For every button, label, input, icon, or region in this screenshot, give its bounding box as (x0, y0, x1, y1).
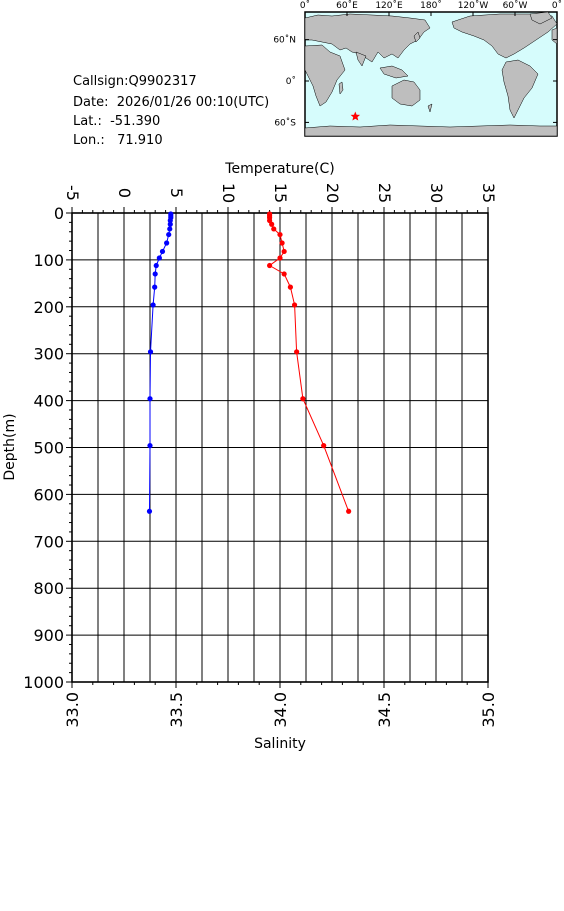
depth-tick-label: 200 (33, 298, 64, 317)
salinity-data-point (267, 262, 273, 269)
temperature-data-point (153, 262, 159, 269)
map-land (304, 11, 558, 137)
salinity-tick-label: 34.5 (375, 692, 394, 728)
callsign-label: Callsign:Q9902317 (73, 74, 197, 89)
antarctica-landmass (304, 124, 558, 137)
salinity-data-point (287, 284, 293, 290)
salinity-data-point (321, 443, 327, 449)
africa-landmass (304, 44, 346, 107)
temperature-data-point (150, 302, 156, 308)
map-lat-labels: 60˚N 0˚ 60˚S (273, 35, 296, 129)
indonesia-landmass (379, 65, 409, 79)
map-lat-label: 0˚ (286, 76, 296, 87)
temperature-data-point (167, 217, 173, 224)
madagascar-landmass (338, 81, 344, 95)
temperature-tick-label: 30 (427, 183, 446, 203)
eurasia-landmass (304, 13, 431, 63)
salinity-data-point (279, 240, 285, 246)
salinity-data-point (269, 221, 275, 227)
depth-tick-label: 1000 (23, 673, 64, 692)
map-lon-label: 120˚W (458, 0, 489, 11)
salinity-tick-labels: 33.0 33.5 34.0 34.5 35.0 (63, 692, 498, 728)
map-lon-label: 0˚ (300, 0, 310, 11)
map-lon-label: 60˚W (503, 0, 528, 11)
salinity-tick-label: 34.0 (271, 692, 290, 728)
float-position-marker (350, 111, 361, 121)
temperature-tick-label: 35 (479, 183, 498, 203)
temperature-data-point (156, 255, 162, 261)
salinity-data-point (281, 248, 287, 255)
location-map: 0˚ 60˚E 120˚E 180˚ 120˚W 60˚W 0˚ 60˚N 0˚ 60˚S (273, 0, 562, 137)
depth-tick-label: 500 (33, 439, 64, 458)
chart-grid (71, 212, 489, 683)
japan-landmass (413, 31, 421, 43)
temperature-tick-label: 25 (375, 183, 394, 203)
map-lon-label: 60˚E (336, 0, 358, 11)
greenland-landmass (529, 11, 553, 25)
temperature-data-point (147, 443, 153, 449)
latitude-label: Lat.: -51.390 (73, 114, 161, 129)
map-lat-label: 60˚N (273, 35, 296, 46)
depth-tick-label: 300 (33, 345, 64, 364)
depth-tick-labels: 0 100 200 300 400 500 600 700 800 900 1000 (23, 204, 64, 692)
salinity-tick-label: 33.5 (167, 692, 186, 728)
salinity-data-point (291, 302, 298, 308)
map-lat-label: 60˚S (274, 117, 296, 128)
temperature-data-point (147, 396, 153, 402)
map-lon-label: 120˚E (375, 0, 403, 11)
temperature-tick-label: 0 (115, 188, 134, 198)
australia-landmass (391, 79, 421, 107)
temperature-tick-label: 15 (271, 183, 290, 203)
date-label: Date: 2026/01/26 00:10(UTC) (73, 95, 270, 110)
data-series (146, 211, 352, 514)
depth-tick-label: 700 (33, 532, 64, 551)
temperature-data-point (159, 248, 166, 255)
temperature-tick-labels: -5 0 5 10 15 20 25 30 35 (63, 183, 498, 203)
map-lon-label: 180˚ (420, 0, 442, 11)
map-lon-label: 0˚ (552, 0, 562, 11)
temperature-data-point (147, 349, 154, 355)
temperature-tick-label: 20 (323, 183, 342, 203)
map-lon-labels: 0˚ 60˚E 120˚E 180˚ 120˚W 60˚W 0˚ (300, 0, 562, 11)
temperature-data-point (166, 231, 172, 238)
depth-tick-label: 600 (33, 485, 64, 504)
salinity-data-point (300, 396, 306, 402)
salinity-data-point (281, 271, 287, 277)
depth-tick-label: 400 (33, 392, 64, 411)
salinity-data-point (271, 226, 277, 232)
salinity-data-point (277, 231, 283, 238)
depth-tick-label: 0 (54, 204, 64, 223)
temperature-data-point (167, 221, 173, 227)
temperature-tick-label: -5 (63, 185, 82, 201)
india-landmass (355, 51, 367, 67)
salinity-tick-label: 33.0 (63, 692, 82, 728)
longitude-label: Lon.: 71.910 (73, 133, 163, 148)
depth-tick-label: 800 (33, 579, 64, 598)
temperature-data-point (167, 226, 173, 232)
south-america-landmass (501, 59, 539, 119)
north-america-landmass (451, 13, 558, 59)
temperature-data-point (152, 284, 158, 290)
temperature-tick-label: 10 (219, 183, 238, 203)
salinity-data-point (277, 255, 283, 261)
chart-ticks (66, 207, 489, 688)
salinity-axis-label: Salinity (254, 736, 306, 752)
profile-chart: -5 0 5 10 15 20 25 30 35 0 100 200 300 400 500 600 700 8… (2, 161, 498, 752)
temperature-data-point (164, 240, 170, 246)
new-zealand-landmass (427, 103, 433, 113)
depth-axis-label: Depth(m) (2, 413, 18, 480)
temperature-data-point (152, 271, 158, 277)
salinity-data-point (346, 508, 352, 514)
temperature-data-point (146, 508, 153, 514)
temperature-axis-label: Temperature(C) (224, 161, 334, 177)
salinity-data-point (294, 349, 300, 355)
salinity-tick-label: 35.0 (479, 692, 498, 728)
temperature-tick-label: 5 (167, 188, 186, 198)
depth-tick-label: 900 (33, 626, 64, 645)
depth-tick-label: 100 (33, 251, 64, 270)
